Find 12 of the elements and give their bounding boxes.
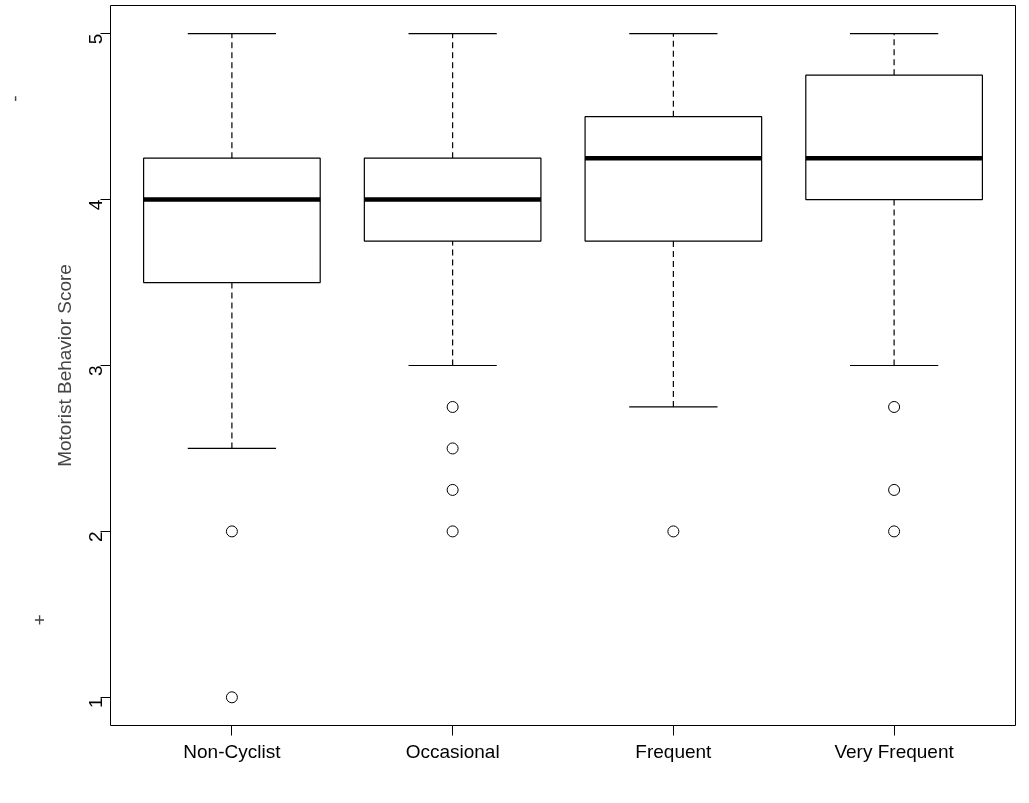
text: - xyxy=(3,95,25,102)
y-tick-label: 2 xyxy=(85,531,106,542)
y-tick-label: 4 xyxy=(85,199,106,211)
text: + xyxy=(28,614,50,626)
x-tick-label: Frequent xyxy=(635,740,713,762)
y-axis-title: Motorist Behavior Score xyxy=(53,264,75,467)
x-tick-label: Non-Cyclist xyxy=(183,740,282,762)
y-tick-label: 3 xyxy=(85,365,106,377)
y-tick-label: 1 xyxy=(85,697,106,708)
x-tick-label: Very Frequent xyxy=(834,740,955,762)
y-tick-label: 5 xyxy=(85,33,106,45)
x-tick-label: Occasional xyxy=(405,740,500,762)
